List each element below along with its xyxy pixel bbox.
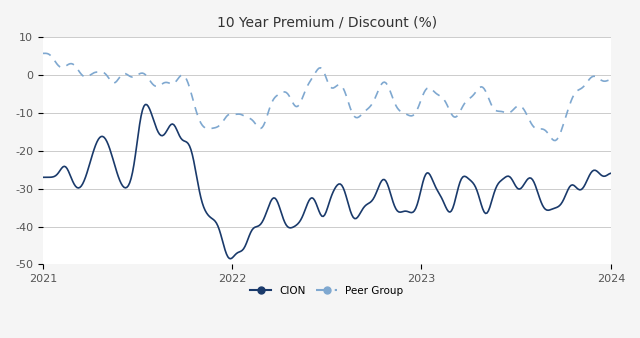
Title: 10 Year Premium / Discount (%): 10 Year Premium / Discount (%) [217,15,437,29]
Legend: CION, Peer Group: CION, Peer Group [246,282,408,300]
